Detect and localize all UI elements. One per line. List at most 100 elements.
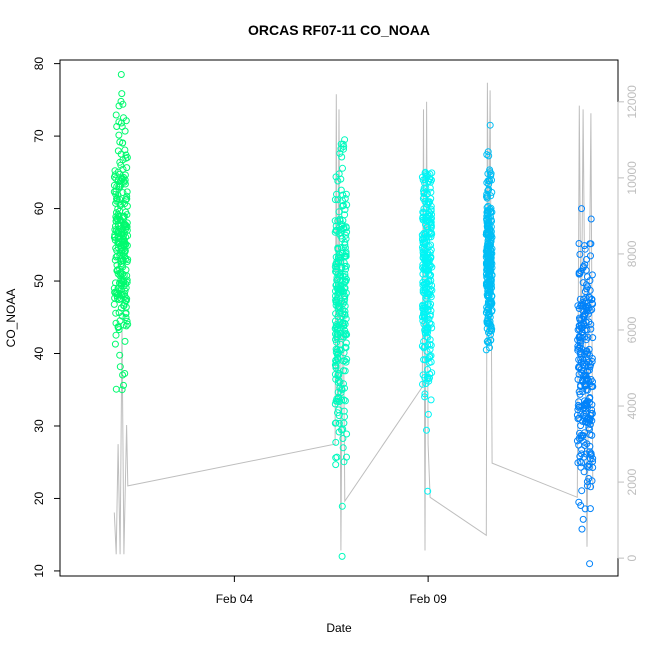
data-point: [484, 177, 492, 185]
data-point: [117, 177, 125, 185]
data-point: [116, 138, 124, 146]
data-point: [334, 177, 342, 185]
data-point: [111, 167, 119, 175]
data-point: [335, 371, 343, 379]
data-point: [115, 131, 123, 139]
data-point: [119, 371, 127, 379]
data-point: [342, 190, 350, 198]
data-point: [483, 219, 491, 227]
data-point: [117, 260, 125, 268]
data-point: [577, 431, 585, 439]
data-point: [427, 233, 435, 241]
data-point: [331, 217, 339, 225]
data-point: [335, 428, 343, 436]
data-point: [331, 419, 339, 427]
data-point: [589, 383, 597, 390]
data-point: [487, 260, 495, 268]
data-point: [575, 240, 583, 247]
data-point: [124, 320, 132, 328]
data-point: [581, 326, 589, 334]
data-point: [484, 229, 492, 237]
data-point: [333, 322, 341, 330]
data-point: [338, 263, 346, 271]
data-point: [121, 180, 129, 188]
data-point: [123, 192, 131, 200]
y-tick-label: 10: [32, 564, 46, 578]
data-point: [121, 370, 129, 377]
y-tick-label: 50: [32, 274, 46, 288]
data-point: [123, 295, 131, 303]
data-point: [585, 345, 593, 353]
data-point: [121, 337, 129, 345]
data-point: [589, 334, 597, 342]
data-point: [420, 190, 428, 197]
chart-axes: 10 20 30 40 50 60 70 80 Feb 04 Feb 09 0 2000 4000 600…: [32, 57, 639, 606]
data-point: [340, 298, 348, 306]
data-point: [117, 262, 125, 270]
series-5: [573, 205, 597, 568]
data-point: [338, 153, 346, 161]
data-point: [342, 262, 350, 270]
data-point: [426, 291, 434, 299]
data-point: [113, 197, 121, 205]
data-point: [580, 313, 587, 321]
data-point: [426, 184, 434, 192]
data-point: [112, 111, 120, 119]
data-point: [341, 397, 349, 405]
series-1: [110, 71, 132, 394]
y2-tick-label: 10000: [625, 161, 639, 195]
data-point: [116, 351, 124, 359]
data-point: [113, 194, 121, 202]
data-point: [112, 331, 120, 339]
data-point: [484, 246, 492, 254]
data-point: [123, 317, 131, 325]
data-point: [483, 283, 491, 291]
data-point: [341, 211, 349, 219]
data-point: [333, 331, 341, 338]
data-point: [114, 211, 122, 218]
data-point: [112, 385, 120, 393]
data-point: [576, 458, 584, 465]
data-point: [578, 459, 586, 467]
data-point: [115, 230, 123, 238]
data-point: [117, 150, 125, 158]
y-tick-label: 30: [32, 419, 46, 433]
data-point: [340, 349, 348, 357]
data-point: [334, 245, 342, 253]
data-point: [122, 322, 130, 330]
data-point: [419, 213, 427, 221]
data-point: [340, 333, 348, 341]
data-point: [586, 277, 594, 285]
chart-marks: [110, 71, 597, 568]
y-tick-label: 40: [32, 347, 46, 361]
data-point: [113, 195, 120, 203]
data-point: [341, 279, 349, 286]
data-point: [336, 149, 344, 157]
data-point: [338, 552, 346, 560]
data-point: [486, 344, 493, 352]
data-point: [428, 230, 436, 238]
data-point: [586, 394, 594, 402]
data-point: [333, 355, 341, 362]
data-point: [484, 317, 492, 325]
data-point: [427, 246, 435, 254]
data-point: [334, 217, 342, 225]
data-point: [583, 478, 591, 486]
data-point: [114, 323, 122, 331]
data-point: [418, 313, 426, 321]
data-point: [583, 306, 591, 314]
data-point: [484, 148, 492, 156]
data-point: [426, 215, 434, 223]
data-point: [112, 253, 120, 261]
data-point: [581, 333, 589, 341]
data-point: [335, 208, 343, 216]
data-point: [331, 196, 339, 204]
data-point: [578, 205, 585, 213]
data-point: [420, 302, 428, 310]
data-point: [123, 276, 131, 284]
data-point: [419, 380, 426, 388]
data-point: [421, 262, 429, 270]
chart-title: ORCAS RF07-11 CO_NOAA: [248, 22, 430, 38]
y2-tick-label: 4000: [625, 392, 639, 419]
